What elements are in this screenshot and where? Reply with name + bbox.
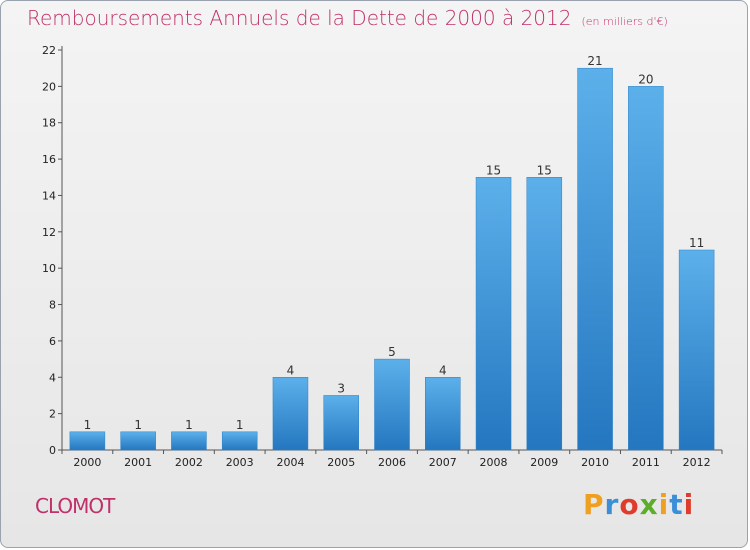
bar (221, 431, 258, 451)
bar (526, 177, 563, 451)
proxiti-logo: Proxiti (583, 488, 694, 521)
commune-name: CLOMOT (35, 494, 115, 518)
x-tick-label: 2004 (276, 456, 304, 469)
data-label: 4 (287, 363, 295, 377)
y-tick-label: 16 (42, 153, 56, 166)
logo-letter: i (683, 488, 695, 521)
bar (425, 377, 461, 451)
bar (678, 249, 715, 451)
chart-unit: (en milliers d'€) (581, 15, 668, 28)
x-tick-label: 2002 (175, 456, 203, 469)
chart-title: Remboursements Annuels de la Dette de 20… (27, 6, 668, 30)
logo-letter: r (604, 488, 620, 521)
data-label: 1 (185, 418, 193, 432)
x-tick-label: 2010 (581, 456, 609, 469)
y-tick-label: 12 (42, 226, 56, 239)
y-tick-label: 10 (42, 262, 56, 275)
data-label: 21 (587, 54, 602, 68)
bar (323, 395, 359, 451)
x-tick-label: 2000 (73, 456, 101, 469)
x-tick-label: 2006 (378, 456, 406, 469)
data-label: 1 (84, 418, 92, 432)
bar (171, 431, 207, 451)
logo-letter: x (639, 488, 659, 521)
x-tick-label: 2009 (530, 456, 558, 469)
y-tick-label: 4 (49, 371, 56, 384)
bar (577, 67, 613, 451)
y-tick-label: 14 (42, 189, 56, 202)
data-label: 15 (537, 163, 552, 177)
y-tick-label: 8 (49, 299, 56, 312)
y-tick-label: 6 (49, 335, 56, 348)
bar (120, 431, 156, 451)
logo-letter: o (619, 488, 640, 521)
logo-letter: P (583, 488, 605, 521)
data-label: 1 (134, 418, 142, 432)
bar (475, 177, 512, 451)
x-tick-label: 2011 (632, 456, 660, 469)
y-tick-label: 18 (42, 117, 56, 130)
y-tick-label: 20 (42, 80, 56, 93)
data-label: 4 (439, 363, 447, 377)
bar (69, 431, 106, 451)
data-label: 11 (689, 236, 704, 250)
bar (374, 358, 410, 451)
data-label: 5 (388, 345, 396, 359)
x-tick-label: 2003 (226, 456, 254, 469)
logo-letter: i (658, 488, 670, 521)
x-tick-label: 2001 (124, 456, 152, 469)
logo-letter: t (669, 488, 684, 521)
y-tick-label: 22 (42, 44, 56, 57)
y-tick-label: 0 (49, 444, 56, 457)
x-tick-label: 2012 (683, 456, 711, 469)
y-tick-label: 2 (49, 408, 56, 421)
x-tick-label: 2005 (327, 456, 355, 469)
x-tick-label: 2007 (429, 456, 457, 469)
x-tick-label: 2008 (480, 456, 508, 469)
chart-title-text: Remboursements Annuels de la Dette de 20… (27, 6, 572, 30)
data-label: 1 (236, 418, 244, 432)
data-label: 3 (337, 381, 345, 395)
data-label: 20 (638, 72, 653, 86)
bar (272, 377, 309, 451)
data-label: 15 (486, 163, 501, 177)
bar (628, 86, 664, 451)
